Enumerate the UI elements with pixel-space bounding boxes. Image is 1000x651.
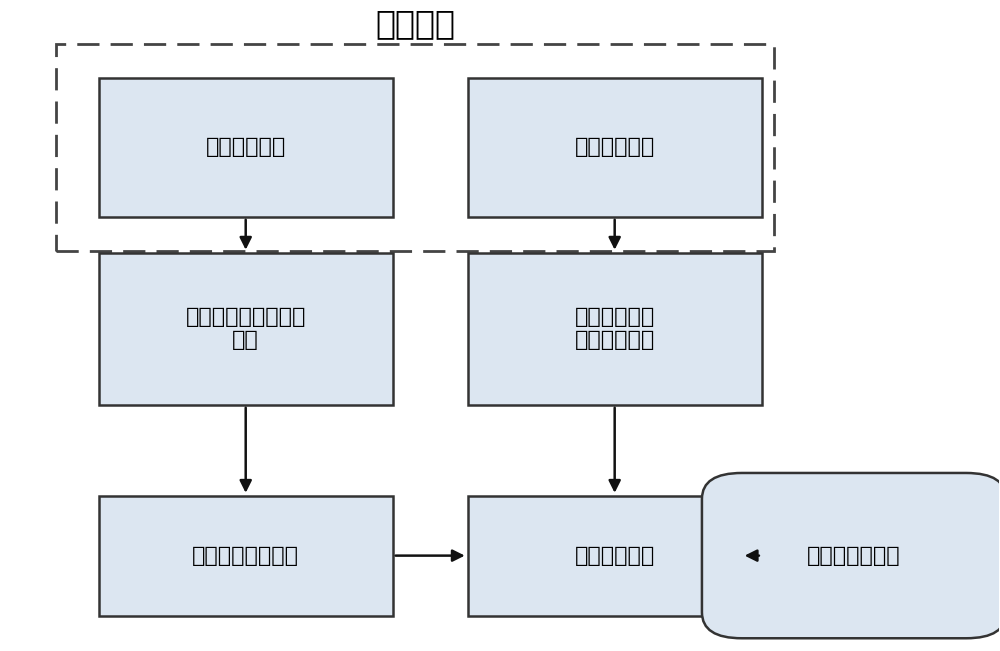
FancyBboxPatch shape <box>468 495 762 616</box>
FancyBboxPatch shape <box>702 473 1000 638</box>
FancyBboxPatch shape <box>468 253 762 405</box>
Text: 脑电信号标定: 脑电信号标定 <box>575 546 655 566</box>
Text: 脑电信号黎曼
流形特征提取: 脑电信号黎曼 流形特征提取 <box>575 307 655 350</box>
FancyBboxPatch shape <box>99 253 393 405</box>
Text: 模糊关联矩阵和权重
向量: 模糊关联矩阵和权重 向量 <box>186 307 306 350</box>
FancyBboxPatch shape <box>99 495 393 616</box>
Bar <box>56 44 774 251</box>
Text: 训练支持向量机: 训练支持向量机 <box>807 546 901 566</box>
FancyBboxPatch shape <box>468 77 762 217</box>
Text: 模糊处理结果参数: 模糊处理结果参数 <box>192 546 299 566</box>
Text: 脑电信号采集: 脑电信号采集 <box>575 137 655 158</box>
FancyBboxPatch shape <box>99 77 393 217</box>
Text: 数据采集: 数据采集 <box>375 8 455 40</box>
Text: 物理数据采集: 物理数据采集 <box>206 137 286 158</box>
